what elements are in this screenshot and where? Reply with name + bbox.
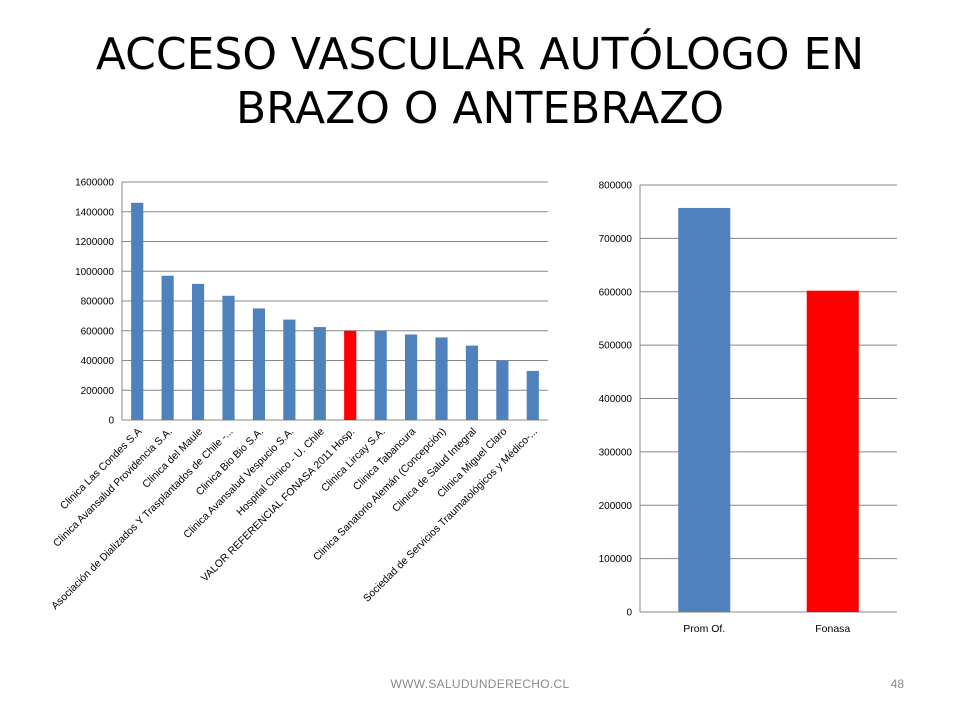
y-tick-label: 400000 [81, 356, 115, 367]
y-tick-label: 800000 [599, 181, 633, 192]
title-line-1: ACCESO VASCULAR AUTÓLOGO EN [95, 29, 865, 80]
bar [435, 337, 448, 420]
y-tick-label: 200000 [599, 501, 633, 512]
y-tick-label: 600000 [599, 287, 633, 298]
bar [496, 360, 509, 420]
right-bar-chart: 0 100000 200000 300000 400000 500000 600000 700… [599, 181, 897, 635]
bar [678, 207, 731, 613]
y-tick-label: 0 [626, 608, 632, 619]
y-tick-label: 1000000 [75, 267, 114, 278]
category-label: Clinica Avansalud Vespucio S.A. [181, 426, 296, 541]
y-tick-label: 600000 [81, 326, 115, 337]
category-label: Clinica Avansalud Providencia S.A. [51, 426, 175, 550]
y-tick-label: 0 [108, 416, 114, 427]
bar [252, 308, 266, 420]
bar [374, 330, 387, 420]
category-label: Fonasa [815, 623, 850, 635]
bar [191, 283, 205, 420]
y-tick-label: 700000 [599, 234, 633, 245]
bar [313, 327, 326, 420]
y-tick-label: 1600000 [75, 178, 114, 189]
y-tick-label: 200000 [81, 386, 115, 397]
category-label: Prom Of. [683, 623, 725, 635]
bar [344, 330, 357, 420]
bar [131, 202, 144, 420]
bar [404, 334, 418, 420]
footer-url: WWW.SALUDUNDERECHO.CL [390, 677, 570, 691]
bar [283, 319, 296, 420]
y-tick-label: 800000 [81, 297, 115, 308]
y-tick-label: 300000 [599, 447, 633, 458]
bar [222, 295, 235, 420]
y-tick-label: 500000 [599, 341, 633, 352]
y-tick-label: 1400000 [75, 207, 114, 218]
page-number: 48 [890, 677, 904, 691]
y-tick-label: 400000 [599, 394, 633, 405]
bar [161, 275, 174, 420]
title-line-2: BRAZO O ANTEBRAZO [236, 83, 724, 134]
bar [465, 345, 479, 420]
bar [806, 290, 859, 612]
slide-title: ACCESO VASCULAR AUTÓLOGO EN BRAZO O ANTE… [0, 28, 960, 136]
y-tick-label: 1200000 [75, 237, 114, 248]
y-tick-label: 100000 [599, 554, 633, 565]
left-bar-chart: 0 200000 400000 600000 800000 1000000 1200000 1… [49, 178, 548, 612]
bar [526, 370, 539, 420]
